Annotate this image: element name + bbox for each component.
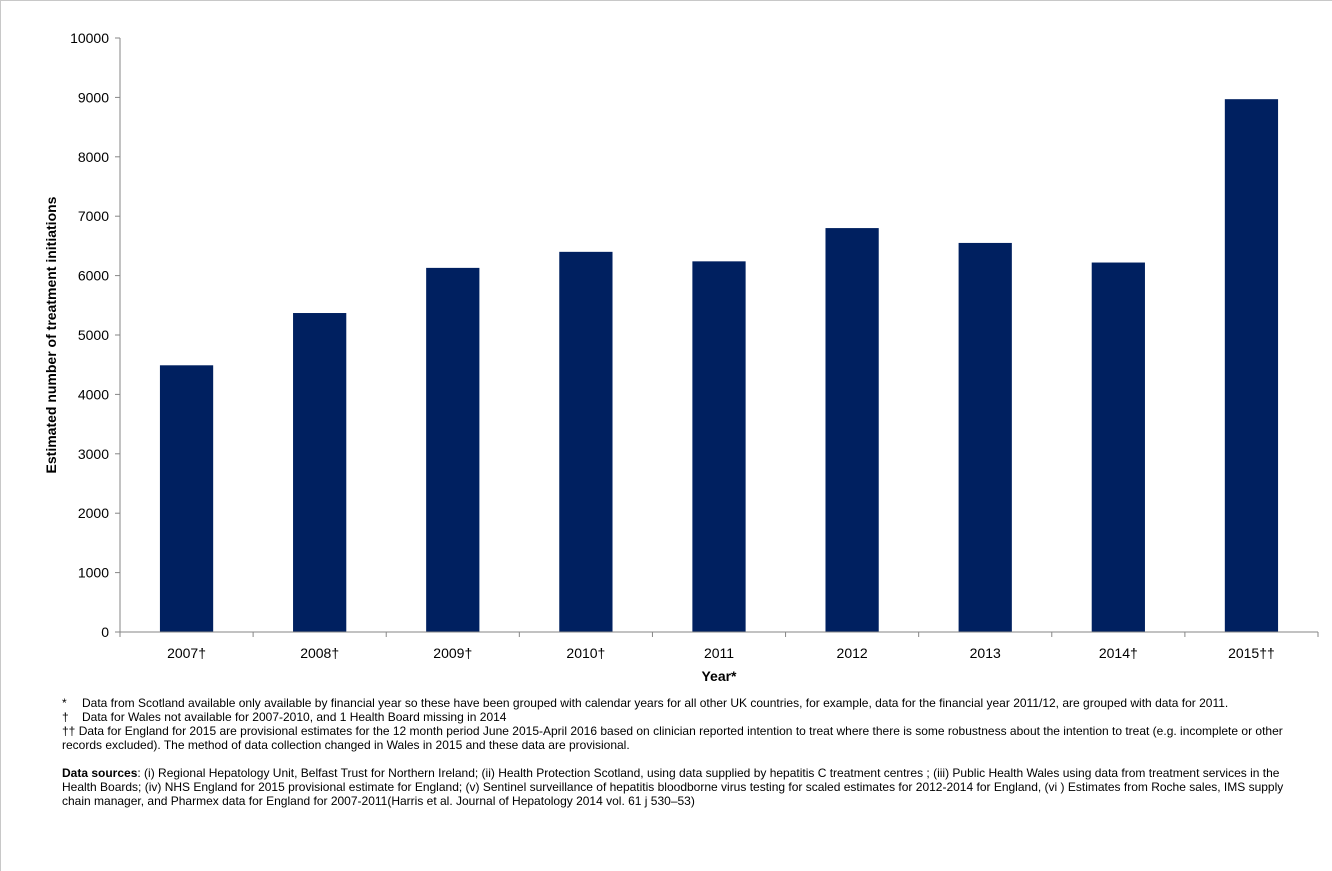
bar xyxy=(825,228,879,632)
y-tick-label: 1000 xyxy=(78,565,109,581)
y-tick-label: 10000 xyxy=(70,30,109,46)
x-tick-label: 2007† xyxy=(167,645,206,661)
y-tick-label: 2000 xyxy=(78,505,109,521)
x-tick-label: 2010† xyxy=(566,645,605,661)
footnote-asterisk-text: Data from Scotland available only availa… xyxy=(82,696,1229,710)
data-sources-label: Data sources xyxy=(62,766,138,780)
x-tick-label: 2015†† xyxy=(1228,645,1275,661)
frame-left-border xyxy=(0,0,1,871)
x-axis-label: Year* xyxy=(701,668,737,684)
y-axis-ticks: 0 1000 2000 3000 4000 5000 6000 7000 8000 9000 100… xyxy=(70,30,120,640)
y-tick-label: 8000 xyxy=(78,149,109,165)
bar xyxy=(958,242,1012,632)
bar xyxy=(559,251,613,632)
y-tick-label: 0 xyxy=(101,624,109,640)
x-tick-label: 2012 xyxy=(837,645,868,661)
bar xyxy=(426,267,480,632)
bars xyxy=(159,99,1279,632)
frame-top-border xyxy=(0,0,1332,1)
y-tick-label: 6000 xyxy=(78,268,109,284)
footnote-double-dagger-text: Data for England for 2015 are provisiona… xyxy=(62,724,1283,752)
y-tick-label: 5000 xyxy=(78,327,109,343)
chart-notes: * Data from Scotland available only avai… xyxy=(62,696,1312,808)
footnote-double-dagger: †† Data for England for 2015 are provisi… xyxy=(62,724,1312,752)
bar xyxy=(692,261,746,632)
y-tick-label: 7000 xyxy=(78,208,109,224)
y-tick-label: 9000 xyxy=(78,89,109,105)
bar xyxy=(293,313,347,632)
bar-chart: 0 1000 2000 3000 4000 5000 6000 7000 8000 9000 100… xyxy=(43,30,1319,684)
footnote-double-dagger-symbol: †† xyxy=(62,724,76,738)
bar xyxy=(1224,99,1279,632)
footnote-dagger-symbol: † xyxy=(62,710,69,724)
footnote-dagger: † Data for Wales not available for 2007-… xyxy=(62,710,1312,724)
x-tick-label: 2014† xyxy=(1099,645,1138,661)
x-tick-label: 2008† xyxy=(300,645,339,661)
x-tick-label: 2011 xyxy=(704,645,734,661)
y-axis-label: Estimated number of treatment initiation… xyxy=(43,196,59,473)
bar xyxy=(159,365,214,632)
x-tick-label: 2013 xyxy=(970,645,1001,661)
data-sources: Data sources: (i) Regional Hepatology Un… xyxy=(62,766,1312,808)
data-sources-text: : (i) Regional Hepatology Unit, Belfast … xyxy=(62,766,1284,808)
x-axis-ticks: 2007† 2008† 2009† 2010† 2011 2012 2013 2014† 201… xyxy=(119,632,1319,661)
bar xyxy=(1091,262,1145,632)
footnote-dagger-text: Data for Wales not available for 2007-20… xyxy=(82,710,507,724)
footnote-asterisk: * Data from Scotland available only avai… xyxy=(62,696,1312,710)
footnote-asterisk-symbol: * xyxy=(62,696,67,710)
y-tick-label: 3000 xyxy=(78,446,109,462)
x-tick-label: 2009† xyxy=(433,645,472,661)
y-tick-label: 4000 xyxy=(78,386,109,402)
